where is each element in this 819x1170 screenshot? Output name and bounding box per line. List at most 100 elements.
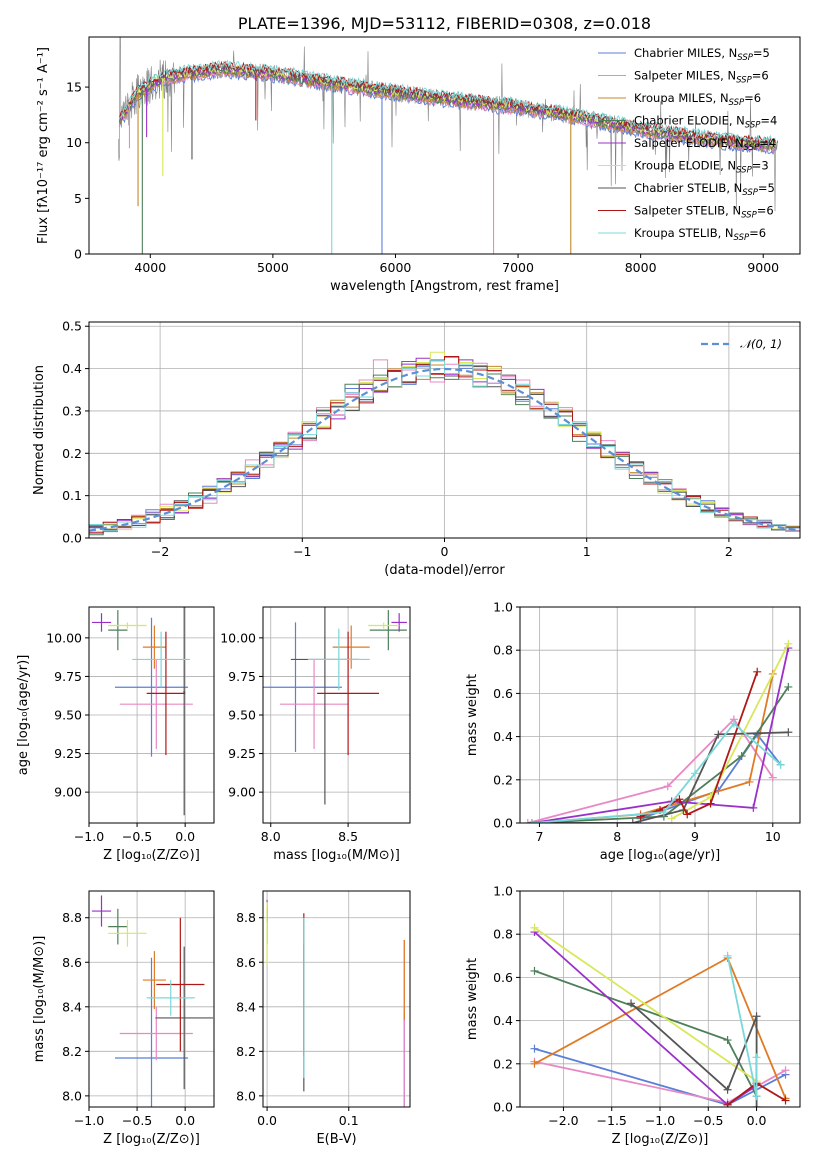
weight-marker bbox=[737, 752, 746, 761]
legend-label: Salpeter STELIB, NSSP=6 bbox=[634, 204, 774, 221]
y-tick-label: 0.5 bbox=[62, 319, 82, 334]
data-point bbox=[108, 622, 147, 629]
data-point bbox=[132, 631, 190, 688]
x-tick-label: 0.0 bbox=[257, 1113, 277, 1128]
x-tick-label: 7 bbox=[535, 829, 543, 844]
y-tick-label: 9.00 bbox=[228, 785, 256, 800]
y-tick-label: 0.0 bbox=[62, 531, 82, 546]
weight-marker bbox=[714, 730, 723, 739]
weight-line bbox=[527, 717, 774, 823]
x-tick-label: −1.0 bbox=[645, 1113, 675, 1128]
data-point bbox=[368, 622, 400, 629]
legend: Chabrier MILES, NSSP=5 Salpeter MILES, NS… bbox=[598, 46, 777, 243]
y-tick-label: 0.0 bbox=[493, 816, 513, 831]
weight-marker bbox=[752, 1103, 761, 1107]
weight-line bbox=[531, 647, 790, 823]
y-tick-label: 9.25 bbox=[54, 746, 82, 761]
weight-marker bbox=[723, 1100, 732, 1107]
plot-area bbox=[266, 899, 405, 1107]
x-axis-label: E(B-V) bbox=[316, 1132, 356, 1147]
x-tick-label: −2 bbox=[151, 544, 169, 559]
data-point bbox=[119, 659, 193, 749]
weight-marker bbox=[530, 1059, 539, 1068]
weight-marker bbox=[691, 769, 699, 778]
y-tick-label: 9.00 bbox=[54, 785, 82, 800]
y-tick-label: 8.2 bbox=[236, 1044, 256, 1059]
y-tick-label: 10.00 bbox=[46, 630, 82, 645]
model-spectrum-line bbox=[119, 59, 776, 144]
residual-histogram bbox=[89, 351, 800, 532]
y-tick-label: 9.50 bbox=[228, 708, 256, 723]
weight-line bbox=[640, 671, 759, 818]
x-tick-label: −1.0 bbox=[74, 829, 104, 844]
x-tick-label: 0.0 bbox=[175, 1113, 195, 1128]
axes-frame bbox=[88, 36, 801, 255]
y-tick-label: 0.8 bbox=[493, 643, 513, 658]
data-point bbox=[146, 631, 186, 756]
weight-marker bbox=[752, 1012, 761, 1021]
plot-area bbox=[118, 37, 779, 254]
x-axis-label: wavelength [Angstrom, rest frame] bbox=[330, 279, 559, 294]
y-tick-label: 1.0 bbox=[493, 600, 513, 615]
legend-label: 𝒩(0, 1) bbox=[740, 337, 782, 351]
weight-marker bbox=[663, 782, 672, 791]
y-tick-label: 8.8 bbox=[62, 910, 82, 925]
y-tick-label: 8.0 bbox=[62, 1088, 82, 1103]
x-axis-label: mass [log₁₀(M/M⊙)] bbox=[273, 848, 400, 863]
legend-label: Chabrier MILES, NSSP=5 bbox=[634, 46, 770, 63]
y-tick-label: 0.4 bbox=[493, 729, 513, 744]
plot-area bbox=[263, 607, 407, 805]
data-point bbox=[108, 919, 147, 947]
y-axis-label: mass weight bbox=[465, 674, 480, 756]
weight-line bbox=[533, 926, 758, 1082]
y-tick-label: 0.6 bbox=[493, 686, 513, 701]
y-tick-label: 15 bbox=[66, 80, 82, 95]
x-axis-label: Z [log₁₀(Z/Z⊙)] bbox=[103, 848, 200, 863]
x-tick-label: −0.5 bbox=[122, 1113, 152, 1128]
weight-marker bbox=[683, 810, 692, 819]
plot-area bbox=[530, 923, 790, 1107]
plot-area bbox=[91, 895, 214, 1107]
normal-curve bbox=[89, 367, 800, 532]
x-tick-label: 7000 bbox=[502, 260, 534, 275]
weight-marker bbox=[723, 1085, 732, 1094]
weight-line bbox=[533, 931, 758, 1106]
y-tick-label: 9.25 bbox=[228, 746, 256, 761]
x-tick-label: 2 bbox=[725, 544, 733, 559]
data-point bbox=[146, 980, 195, 1016]
y-tick-label: 8.4 bbox=[236, 999, 256, 1014]
weight-marker bbox=[768, 773, 777, 782]
y-tick-label: 8.6 bbox=[62, 955, 82, 970]
x-tick-label: 5000 bbox=[257, 260, 289, 275]
data-point bbox=[155, 946, 214, 1090]
data-point bbox=[119, 1006, 193, 1061]
plot-area bbox=[523, 639, 793, 823]
weight-marker bbox=[784, 682, 793, 691]
data-point bbox=[91, 613, 112, 632]
data-point bbox=[156, 917, 205, 1052]
weight-marker bbox=[530, 923, 539, 932]
axes-ebv-mass: 0.0 0.1 8.0 8.2 8.4 8.6 8.8 E(B-V) bbox=[236, 890, 411, 1147]
data-point bbox=[332, 625, 370, 669]
weight-marker bbox=[753, 667, 762, 676]
x-tick-label: 8.5 bbox=[338, 829, 358, 844]
data-point bbox=[108, 610, 128, 651]
x-tick-label: 9000 bbox=[747, 260, 779, 275]
x-tick-label: 10 bbox=[765, 829, 781, 844]
weight-marker bbox=[675, 795, 684, 804]
y-axis-label: Flux [fλ10⁻¹⁷ erg cm⁻² s⁻¹ A⁻¹] bbox=[36, 47, 51, 244]
x-tick-label: 8 bbox=[613, 829, 621, 844]
y-tick-label: 0.2 bbox=[493, 1056, 513, 1071]
y-tick-label: 0.4 bbox=[62, 361, 82, 376]
weight-marker bbox=[723, 951, 732, 960]
y-tick-label: 10 bbox=[66, 135, 82, 150]
y-tick-label: 8.4 bbox=[62, 999, 82, 1014]
weight-marker bbox=[745, 777, 754, 786]
weight-marker bbox=[749, 803, 758, 812]
x-tick-label: 8.0 bbox=[261, 829, 281, 844]
weight-marker bbox=[752, 1092, 761, 1101]
legend-label: Salpeter MILES, NSSP=6 bbox=[634, 69, 769, 86]
weight-marker bbox=[530, 1044, 539, 1053]
y-tick-label: 0.2 bbox=[62, 446, 82, 461]
weight-line bbox=[531, 722, 782, 823]
